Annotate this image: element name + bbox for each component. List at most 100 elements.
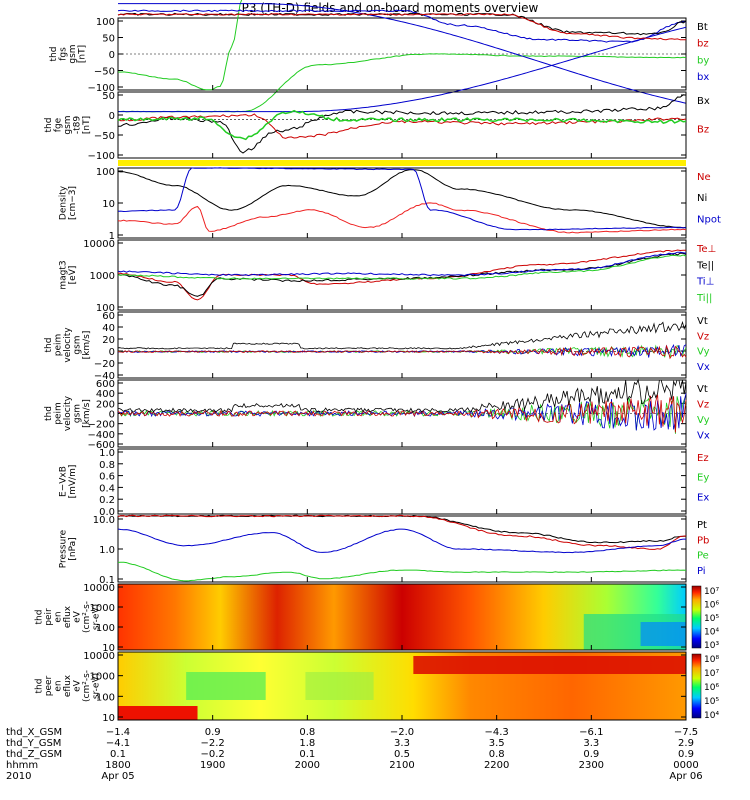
ionspec-ylabel: peir <box>44 608 54 626</box>
elecspec-ylabel: sr-eV) <box>92 673 102 699</box>
fge-legend-1: Bz <box>697 125 709 136</box>
elecspec-cbar-label: 10⁵ <box>704 697 719 707</box>
xaxis-value: 0.9 <box>678 749 694 760</box>
velE-legend-1: Vz <box>697 331 709 342</box>
temp-ytick-label: 10000 <box>83 239 115 250</box>
elecspec-colorbar <box>691 653 702 719</box>
density-ytick-label: 1 <box>109 231 115 242</box>
velI-ylabel: gsm <box>73 404 83 423</box>
velI-legend-0: Vt <box>697 384 708 395</box>
bt-trace <box>117 12 687 36</box>
velI-ytick-label: −400 <box>88 430 115 441</box>
ionspec-cbar-label: 10⁶ <box>704 601 719 611</box>
panel-fgs: 100 50 0 −50 −100 thd fgs gsm [nT] Bt bz by bx <box>49 0 709 113</box>
density-ytick-label: 10 <box>102 199 115 210</box>
efield-ytick-label: 0.2 <box>99 495 115 506</box>
fge-ylabel: -t89 <box>73 116 83 135</box>
elecspec-cbar-label: 10⁷ <box>704 669 719 679</box>
velE-frame <box>117 311 687 379</box>
Ti-perp-trace <box>117 251 687 277</box>
velocity-trace <box>117 344 687 360</box>
velI-ylabel: [km/s] <box>82 399 92 428</box>
efield-ytick-label: 1.0 <box>99 448 115 459</box>
velE-ytick-label: 40 <box>102 323 115 334</box>
xaxis-value: −2.2 <box>201 738 225 749</box>
efield-ytick-label: 0.8 <box>99 460 115 471</box>
elecspec-ylabel: eflux <box>63 674 73 697</box>
elecspec-green-region <box>186 672 266 700</box>
data-gap-bar <box>118 160 686 166</box>
temp-ytick-label: 1000 <box>90 271 115 282</box>
temp-ylabel: magt3 <box>58 260 68 289</box>
xaxis-value: −1.4 <box>106 727 130 738</box>
panel-elecspec: 10000 1000 100 10 thd peer en eflux eV (cm²-s-sr-… <box>35 651 720 724</box>
xaxis-value: 0.5 <box>394 749 410 760</box>
ionspec-ytick-label: 100 <box>96 623 115 634</box>
density-ylabel: Density <box>58 185 68 220</box>
density-legend-1: Ni <box>697 193 707 204</box>
By-trace <box>117 109 687 141</box>
xaxis-value: −4.3 <box>485 727 509 738</box>
velE-ylabel: [km/s] <box>82 331 92 360</box>
velE-ylabel: thd <box>44 338 54 353</box>
velI-legend-3: Vx <box>697 431 710 442</box>
ionspec-colorbar <box>691 585 702 649</box>
fge-legend-0: Bx <box>697 96 710 107</box>
elecspec-ytick-label: 1000 <box>90 672 115 683</box>
xaxis-value: 0.1 <box>110 749 126 760</box>
xaxis-value: 3.3 <box>583 738 599 749</box>
fgs-ytick-label: 100 <box>96 17 115 28</box>
velocity-trace <box>118 378 687 413</box>
velI-ylabel: peim <box>54 402 64 425</box>
fgs-legend-2: by <box>697 55 709 66</box>
xaxis-value: 2100 <box>389 760 414 771</box>
fgs-ylabel: fgs <box>58 47 68 61</box>
pressure-legend-0: Pt <box>697 520 707 531</box>
panel-fge: 50 0 −50 −100 thd fge gsm -t89 [nT] Bx Bz <box>44 91 710 162</box>
elecspec-ylabel: peer <box>44 675 54 696</box>
xaxis-value: −6.1 <box>579 727 603 738</box>
velE-ytick-label: 60 <box>102 311 115 322</box>
pressure-legend-3: Pi <box>697 566 706 577</box>
xaxis-row-label: thd_Z_GSM <box>6 749 62 760</box>
velocity-trace <box>117 394 687 433</box>
Ti-par-trace <box>117 254 687 280</box>
density-ytick-label: 100 <box>96 167 115 178</box>
fgs-ytick-label: 50 <box>102 34 115 45</box>
efield-legend-1: Ey <box>697 473 709 484</box>
efield-ytick-label: 0.4 <box>99 483 115 494</box>
velocity-trace <box>117 396 687 434</box>
Bx-trace <box>118 94 687 154</box>
ionspec-ytick-label: 10 <box>102 643 115 654</box>
fge-ylabel: gsm <box>63 115 73 134</box>
elecspec-ytick-label: 10 <box>102 713 115 724</box>
fgs-ytick-label: −50 <box>94 67 115 78</box>
xaxis-value: 3.5 <box>489 738 505 749</box>
efield-ytick-label: 0.0 <box>99 507 115 518</box>
ionspec-ylabel: sr-eV) <box>92 604 102 630</box>
xaxis-row-label: thd_X_GSM <box>6 727 62 738</box>
temp-legend-2: Ti⊥ <box>696 277 714 288</box>
fgs-ylabel: [nT] <box>77 45 87 63</box>
velE-ytick-label: −20 <box>94 359 115 370</box>
Npot-trace <box>117 167 686 231</box>
by-trace <box>117 53 687 113</box>
velI-ytick-label: 600 <box>96 379 115 390</box>
elecspec-ylabel: eV <box>73 679 83 692</box>
xaxis-value: Apr 06 <box>669 771 702 782</box>
fgs-ylabel: thd <box>49 47 59 62</box>
elecspec-ytick-label: 10000 <box>83 651 115 662</box>
panel-density: 100 10 1 Density [cm−3] Ne Ni Npot <box>58 167 721 242</box>
fge-ylabel: thd <box>44 118 54 133</box>
temp-ylabel: [eV] <box>68 266 78 285</box>
bx-trace <box>118 26 687 113</box>
velI-ytick-label: −600 <box>88 440 115 451</box>
xaxis-value: −4.1 <box>106 738 130 749</box>
pressure-ylabel: [nPa] <box>68 537 78 560</box>
xaxis-value: 3.3 <box>394 738 410 749</box>
velI-ytick-label: 200 <box>96 399 115 410</box>
ionspec-ylabel: (cm²-s- <box>82 601 92 633</box>
velE-legend-2: Vy <box>697 347 710 358</box>
fge-ylabel: [nT] <box>82 116 92 134</box>
velI-ytick-label: −200 <box>88 420 115 431</box>
